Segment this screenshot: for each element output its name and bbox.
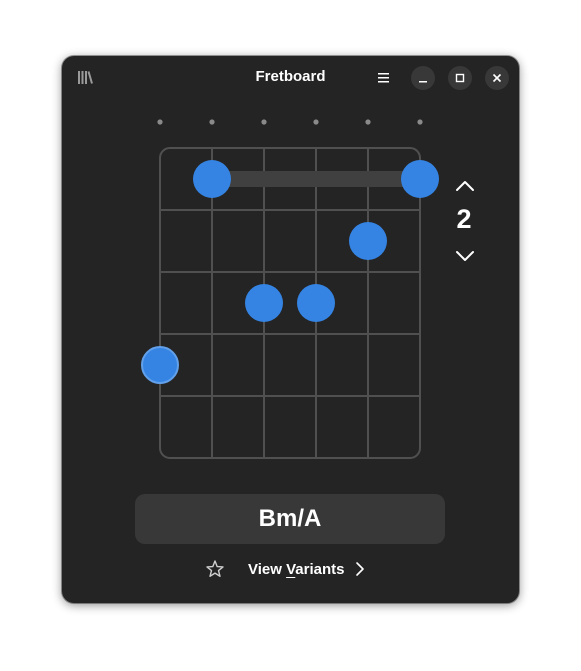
maximize-button[interactable] xyxy=(448,66,472,90)
variants-prefix: View xyxy=(248,560,287,578)
hamburger-menu-icon xyxy=(378,73,389,83)
chord-name-entry[interactable]: Bm/A xyxy=(135,494,445,544)
chevron-right-icon xyxy=(356,562,365,576)
open-string-marker xyxy=(157,119,163,125)
open-string-marker xyxy=(365,119,371,125)
fretboard-svg xyxy=(141,119,439,459)
finger-dot xyxy=(245,284,283,322)
finger-dot xyxy=(297,284,335,322)
open-string-marker xyxy=(313,119,319,125)
root-note-dot xyxy=(141,346,179,384)
fret-up-button[interactable] xyxy=(451,175,479,197)
library-icon xyxy=(78,71,93,84)
star-icon xyxy=(206,560,224,577)
window-title: Fretboard xyxy=(255,68,326,85)
chevron-down-icon xyxy=(456,251,474,261)
finger-dot xyxy=(401,160,439,198)
main-menu-button[interactable] xyxy=(372,66,396,90)
fretboard-diagram: 2 xyxy=(62,102,519,482)
close-icon xyxy=(492,73,502,83)
open-string-marker xyxy=(261,119,267,125)
chevron-up-icon xyxy=(456,181,474,191)
fretboard-outline xyxy=(159,147,421,459)
open-string-marker xyxy=(209,119,215,125)
finger-dot xyxy=(193,160,231,198)
view-variants-button[interactable]: View Variants xyxy=(248,556,366,582)
open-string-marker xyxy=(417,119,423,125)
minimize-button[interactable] xyxy=(411,66,435,90)
fret-down-button[interactable] xyxy=(451,245,479,267)
view-variants-label: View Variants xyxy=(248,561,344,578)
favorite-button[interactable] xyxy=(204,558,226,580)
header-bar: Fretboard xyxy=(62,56,519,102)
variants-mnemonic: V xyxy=(286,560,296,578)
app-window: Fretboard xyxy=(62,56,519,603)
maximize-icon xyxy=(455,73,465,83)
finger-dot xyxy=(349,222,387,260)
barre-bar xyxy=(212,171,420,187)
close-button[interactable] xyxy=(485,66,509,90)
library-button[interactable] xyxy=(74,67,96,89)
start-fret-number: 2 xyxy=(456,204,472,234)
minimize-icon xyxy=(419,81,427,83)
variants-rest: ariants xyxy=(295,560,345,578)
